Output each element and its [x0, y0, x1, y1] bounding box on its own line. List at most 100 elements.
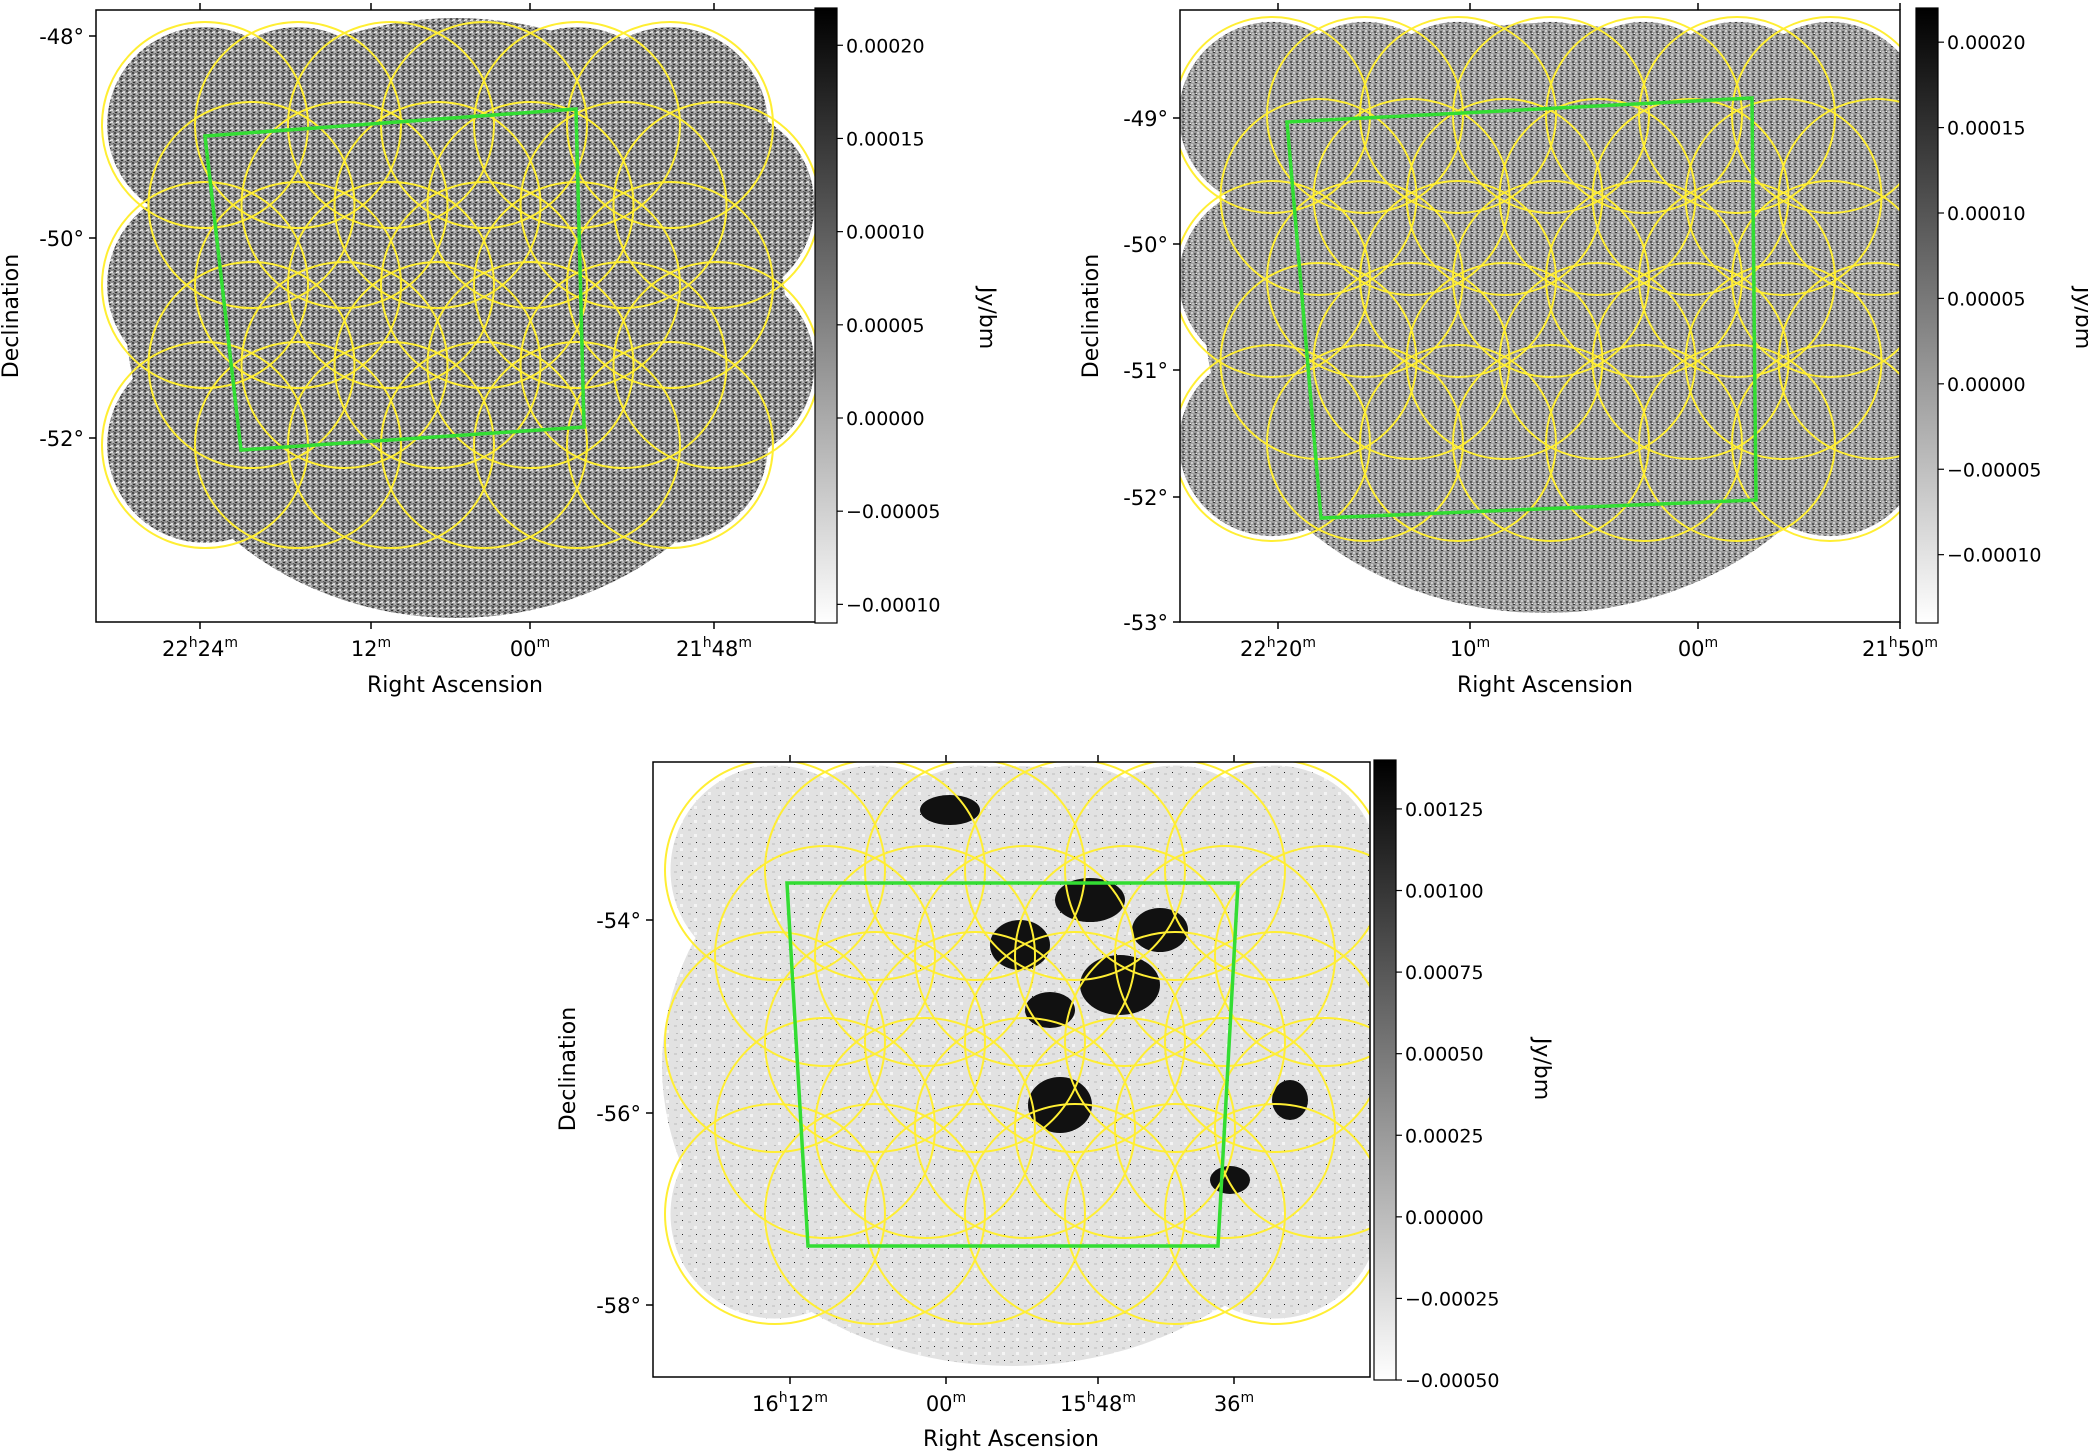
pointing-circle — [519, 261, 728, 469]
pointing-circle — [714, 845, 936, 1067]
y-tick-label: -56° — [596, 1102, 641, 1126]
emission-blob — [1132, 908, 1188, 952]
pointing-circle — [1014, 1017, 1236, 1239]
y-tick-label: -49° — [1123, 107, 1168, 131]
pointing-circle — [1684, 262, 1883, 460]
pointing-circle — [1219, 98, 1418, 296]
y-tick-label: -50° — [39, 227, 84, 251]
colorbar-tick-label: −0.00025 — [1405, 1288, 1500, 1310]
pointing-circle — [287, 341, 495, 549]
y-axis-label: Declination — [1079, 254, 1104, 378]
y-tick-label: -58° — [596, 1294, 641, 1318]
colorbar-tick-label: −0.00010 — [1947, 545, 2042, 567]
pointing-circle — [194, 341, 402, 549]
pointing-circle — [1545, 344, 1743, 542]
colorbar-tick-label: −0.00005 — [1947, 459, 2042, 481]
pointing-circle — [287, 181, 495, 389]
pointing-circle — [1638, 16, 1836, 214]
pointing-circle — [1405, 98, 1604, 296]
colorbar-tick-label: 0.00010 — [846, 222, 925, 244]
pointing-circle — [864, 931, 1086, 1153]
pointing-circle — [380, 341, 588, 549]
colorbar-tick-label: 0.00000 — [846, 408, 925, 430]
pointing-circle — [1545, 180, 1743, 378]
pointing-circle — [664, 1103, 886, 1325]
x-tick-label: 21h50m — [1862, 635, 1938, 661]
pointing-circle — [1731, 16, 1900, 214]
pointing-circle — [964, 762, 1186, 981]
pointing-circle — [964, 1103, 1186, 1325]
axes-frame — [1179, 9, 1901, 623]
sky-image-top-left — [101, 18, 816, 618]
pointing-circle — [714, 1017, 936, 1239]
pointing-circle — [426, 101, 635, 309]
x-tick-label: 00m — [926, 1390, 966, 1416]
sky-image-top-right — [1180, 16, 1900, 613]
footprint-outline — [1285, 96, 1758, 520]
pointing-circle — [473, 341, 681, 549]
colorbar-tick-label: 0.00125 — [1405, 799, 1484, 821]
pointing-circle — [1164, 1103, 1370, 1325]
colorbar-tick-label: 0.00015 — [846, 128, 925, 150]
colorbar-tick-label: 0.00005 — [846, 315, 925, 337]
colorbar-tick-label: −0.00050 — [1405, 1370, 1500, 1392]
pointing-circle — [664, 931, 886, 1153]
pointing-circle — [101, 181, 309, 389]
x-tick-label: 22h24m — [162, 635, 238, 661]
pointing-circle — [914, 1017, 1136, 1239]
x-axis-label: Right Ascension — [367, 673, 543, 698]
x-axis-label: Right Ascension — [923, 1427, 1099, 1452]
x-tick-label: 15h48m — [1060, 1390, 1136, 1416]
colorbar-tick-label: 0.00050 — [1405, 1044, 1484, 1066]
panel-top-right: -49°-50°-51°-52°-53° 22h20m 10m 00m 21h50m … — [1079, 3, 2088, 698]
pointing-circle — [1684, 98, 1883, 296]
pointing-circle — [566, 341, 774, 549]
y-tick-label: -53° — [1123, 611, 1168, 635]
colorbar-tick-label: −0.00010 — [846, 594, 941, 616]
pointing-circle — [1498, 262, 1697, 460]
pointing-circle — [1114, 1017, 1336, 1239]
colorbar-tick-label: 0.00100 — [1405, 881, 1484, 903]
colorbar-tick-label: 0.00025 — [1405, 1125, 1484, 1147]
pointing-circle — [473, 21, 681, 229]
pointing-circle — [1064, 762, 1286, 981]
pointing-circle — [1219, 262, 1418, 460]
pointing-circle — [764, 1103, 986, 1325]
pointing-circle — [612, 101, 816, 309]
emission-blob — [920, 795, 980, 825]
colorbar: 0.00020 0.00015 0.00010 0.00005 0.00000 −0.00… — [814, 7, 999, 624]
pointing-circle — [1114, 845, 1336, 1067]
pointing-circle — [764, 762, 986, 981]
pointing-circle — [1498, 98, 1697, 296]
x-axis-label: Right Ascension — [1457, 673, 1633, 698]
pointing-circle — [1266, 16, 1464, 214]
pointing-circle — [1180, 16, 1371, 214]
colorbar-tick-label: 0.00020 — [846, 35, 925, 57]
colorbar: 0.00125 0.00100 0.00075 0.00050 0.00025 0.000… — [1373, 759, 1554, 1392]
pointing-circle — [1180, 344, 1371, 542]
pointing-circle — [147, 101, 356, 309]
pointing-circle — [566, 181, 774, 389]
y-axis-label: Declination — [0, 254, 24, 378]
pointing-circle — [1312, 98, 1511, 296]
pointing-circle — [1164, 762, 1370, 981]
pointing-circle — [1777, 98, 1900, 296]
pointing-circle — [287, 21, 495, 229]
pointing-circle — [1359, 344, 1557, 542]
pointing-circle — [426, 261, 635, 469]
pointing-circle — [1180, 180, 1371, 378]
pointing-circle — [101, 21, 309, 229]
y-axis-label: Declination — [556, 1007, 581, 1131]
pointing-circle — [914, 845, 1136, 1067]
axes-frame — [652, 761, 1371, 1378]
colorbar-tick-label: 0.00000 — [1405, 1207, 1484, 1229]
colorbar-tick-label: 0.00000 — [1947, 374, 2026, 396]
pointing-circle — [764, 931, 986, 1153]
pointing-circle — [1266, 344, 1464, 542]
pointing-circle — [380, 21, 588, 229]
pointing-circle — [664, 762, 886, 981]
pointing-circle — [864, 1103, 1086, 1325]
panel-top-left: -48° -50° -52° 22h24m 12m 00m 21h48m Right As… — [0, 3, 999, 698]
x-tick-label: 10m — [1450, 635, 1490, 661]
